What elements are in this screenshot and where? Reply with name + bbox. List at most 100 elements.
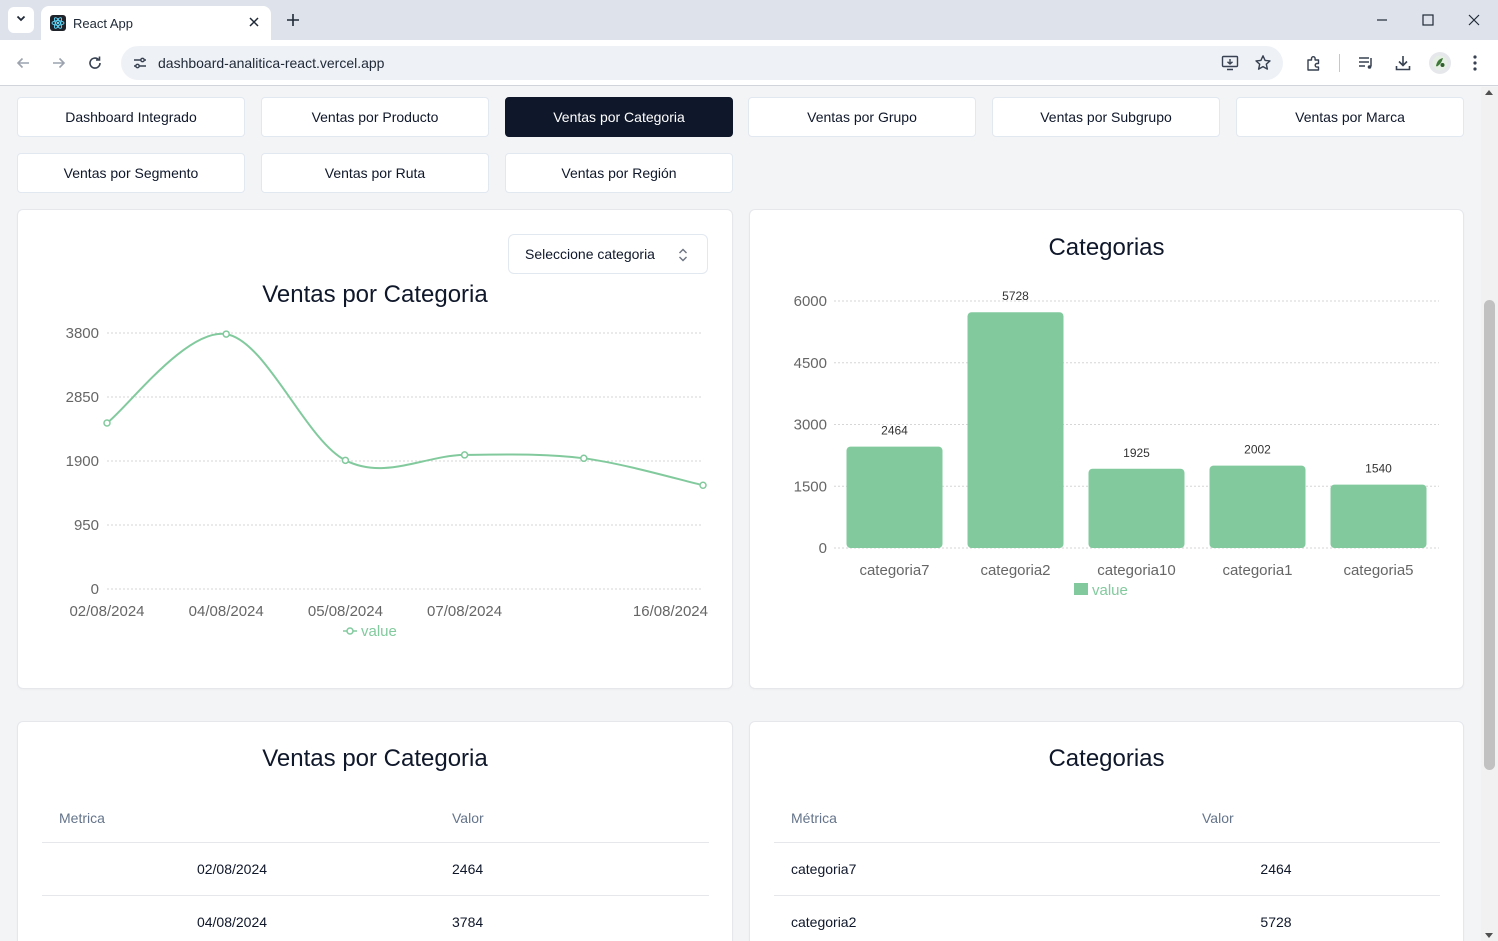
page-viewport: Dashboard Integrado Ventas por Producto … <box>0 87 1498 941</box>
minimize-icon[interactable] <box>1370 8 1394 32</box>
url-text: dashboard-analitica-react.vercel.app <box>158 55 385 71</box>
maximize-icon[interactable] <box>1416 8 1440 32</box>
nav-ventas-marca[interactable]: Ventas por Marca <box>1236 97 1464 137</box>
page-scrollbar[interactable] <box>1481 87 1498 941</box>
category-select-label: Seleccione categoria <box>525 246 655 262</box>
download-icon[interactable] <box>1391 51 1415 75</box>
media-controls-icon[interactable] <box>1354 51 1378 75</box>
y-tick-label: 0 <box>91 581 99 598</box>
legend-square-icon <box>1074 582 1088 599</box>
y-tick-label: 6000 <box>794 293 827 310</box>
nav-ventas-producto[interactable]: Ventas por Producto <box>261 97 489 137</box>
bar-legend-label: value <box>1092 582 1128 599</box>
table-cell: 2464 <box>1202 842 1440 896</box>
table-cell: 2464 <box>452 842 709 896</box>
extensions-icon[interactable] <box>1302 51 1326 75</box>
toolbar-divider <box>1339 54 1340 72</box>
table-cell: 02/08/2024 <box>42 842 452 896</box>
y-tick-label: 3800 <box>66 325 99 342</box>
data-point <box>222 330 230 338</box>
back-arrow-icon[interactable] <box>11 51 35 75</box>
close-window-icon[interactable] <box>1462 8 1486 32</box>
x-tick-label: 05/08/2024 <box>308 603 383 620</box>
y-tick-label: 950 <box>74 517 99 534</box>
column-header: Metrica <box>42 794 452 843</box>
table-header-row: Metrica Valor <box>42 794 709 843</box>
bar-table: Métrica Valor categoria7 2464 categoria2… <box>774 794 1440 941</box>
nav-ventas-region[interactable]: Ventas por Región <box>505 153 733 193</box>
data-point <box>341 456 350 465</box>
table-cell: categoria7 <box>774 842 1202 896</box>
scroll-up-arrow-icon[interactable] <box>1485 90 1493 95</box>
bar-table-card: Categorias Métrica Valor categoria7 2464… <box>749 721 1464 941</box>
legend-line-marker-icon <box>343 623 357 640</box>
y-tick-label: 1900 <box>66 453 99 470</box>
react-logo-icon <box>50 15 66 31</box>
data-point <box>103 419 111 427</box>
x-tick-label: 07/08/2024 <box>427 603 502 620</box>
scrollbar-thumb[interactable] <box>1484 300 1495 770</box>
chevron-down-icon <box>15 11 27 29</box>
line-table: Metrica Valor 02/08/2024 2464 04/08/2024… <box>42 794 709 941</box>
browser-toolbar: dashboard-analitica-react.vercel.app <box>0 40 1498 86</box>
column-header: Valor <box>1202 794 1440 843</box>
x-tick-label: categoria2 <box>980 562 1050 579</box>
bar <box>1330 484 1427 548</box>
x-tick-label: categoria1 <box>1222 562 1292 579</box>
profile-avatar[interactable] <box>1429 52 1451 74</box>
table-row: categoria2 5728 <box>774 895 1440 941</box>
new-tab-icon[interactable] <box>282 9 304 31</box>
bar-chart-card: Categorias 0 1500 3000 4500 6000 2464 categori… <box>749 209 1464 689</box>
table-cell: 3784 <box>452 895 709 941</box>
x-tick-label: 16/08/2024 <box>633 603 708 620</box>
data-point <box>460 451 469 459</box>
close-tab-icon[interactable] <box>245 13 263 31</box>
address-bar[interactable]: dashboard-analitica-react.vercel.app <box>121 46 1283 80</box>
forward-arrow-icon[interactable] <box>47 51 71 75</box>
scroll-down-arrow-icon[interactable] <box>1485 933 1493 938</box>
more-options-icon[interactable] <box>1463 51 1487 75</box>
bar-data-label: 1925 <box>1123 446 1150 460</box>
bar <box>967 312 1064 548</box>
tab-search-button[interactable] <box>8 7 34 33</box>
series-line <box>106 333 704 487</box>
table-cell: 04/08/2024 <box>42 895 452 941</box>
x-tick-label: 04/08/2024 <box>189 603 264 620</box>
nav-ventas-segmento[interactable]: Ventas por Segmento <box>17 153 245 193</box>
site-info-icon[interactable] <box>131 54 149 72</box>
bar-data-label: 2002 <box>1244 443 1271 457</box>
line-table-card: Ventas por Categoria Metrica Valor 02/08… <box>17 721 733 941</box>
bookmark-star-icon[interactable] <box>1254 54 1272 72</box>
nav-dashboard-integrado[interactable]: Dashboard Integrado <box>17 97 245 137</box>
table-row: 02/08/2024 2464 <box>42 842 709 896</box>
nav-ventas-subgrupo[interactable]: Ventas por Subgrupo <box>992 97 1220 137</box>
nav-ventas-grupo[interactable]: Ventas por Grupo <box>748 97 976 137</box>
reload-icon[interactable] <box>83 51 107 75</box>
y-tick-label: 2850 <box>66 389 99 406</box>
bar-data-label: 5728 <box>1002 289 1029 303</box>
nav-ventas-categoria[interactable]: Ventas por Categoria <box>505 97 733 137</box>
table-cell: categoria2 <box>774 895 1202 941</box>
bar-table-title: Categorias <box>1048 745 1165 772</box>
y-tick-label: 3000 <box>794 417 827 434</box>
chevron-up-down-icon <box>675 246 691 264</box>
bar-chart: 0 1500 3000 4500 6000 2464 categoria7 5728 categ… <box>794 289 1439 579</box>
category-select[interactable]: Seleccione categoria <box>508 234 708 274</box>
line-chart: 0 950 1900 2850 3800 02/08/2024 04/08/2024 05/0… <box>66 325 708 620</box>
line-chart-title: Ventas por Categoria <box>262 281 488 308</box>
browser-tab-bar: React App <box>0 0 1498 40</box>
line-chart-legend: value <box>343 623 397 640</box>
bar <box>1088 468 1185 548</box>
bar-data-label: 1540 <box>1365 462 1392 476</box>
table-header-row: Métrica Valor <box>774 794 1440 843</box>
nav-ventas-ruta[interactable]: Ventas por Ruta <box>261 153 489 193</box>
bar-chart-legend: value <box>1074 582 1128 599</box>
table-row: categoria7 2464 <box>774 842 1440 896</box>
install-app-icon[interactable] <box>1221 54 1239 72</box>
x-tick-label: 02/08/2024 <box>69 603 144 620</box>
column-header: Métrica <box>774 794 1202 843</box>
x-tick-label: categoria7 <box>859 562 929 579</box>
browser-tab[interactable]: React App <box>41 6 271 40</box>
bar-data-label: 2464 <box>881 424 908 438</box>
bar <box>846 446 943 548</box>
